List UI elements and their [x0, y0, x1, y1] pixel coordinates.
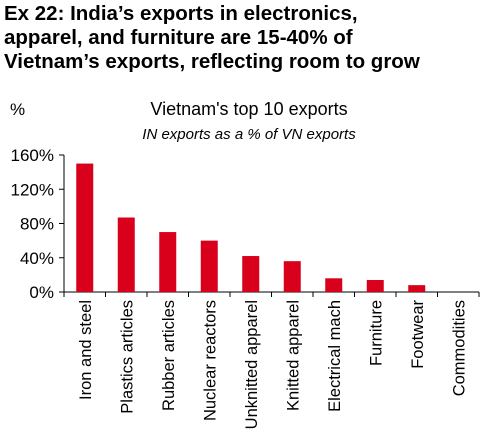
- x-tick-label: Footwear: [409, 299, 427, 368]
- chart-subtitle: IN exports as a % of VN exports: [142, 126, 356, 143]
- bar: [76, 163, 94, 292]
- bar: [325, 278, 343, 292]
- y-tick-label: 0%: [29, 283, 54, 302]
- x-tick-label: Plastics articles: [118, 300, 136, 414]
- bar: [242, 256, 260, 292]
- plot-area: 0% 40% 80% 120% 160% Iron and steel Plastics a…: [11, 146, 480, 429]
- bar: [117, 217, 135, 292]
- x-tick-label: Unknitted apparel: [243, 300, 261, 429]
- headline-line-3: Vietnam’s exports, reflecting room to gr…: [4, 50, 420, 73]
- y-unit-label: %: [10, 100, 25, 119]
- x-tick-label: Nuclear reactors: [201, 300, 219, 421]
- bar: [283, 261, 301, 292]
- headline-line-2: apparel, and furniture are 15-40% of: [4, 26, 353, 49]
- y-tick-label: 40%: [20, 249, 54, 268]
- y-tick-label: 80%: [20, 215, 54, 234]
- chart-title: Vietnam's top 10 exports: [150, 99, 347, 119]
- x-tick-label: Iron and steel: [77, 300, 95, 400]
- bar: [366, 280, 384, 292]
- y-tick-label: 120%: [11, 180, 54, 199]
- bar: [408, 285, 426, 292]
- x-tick-label: Rubber articles: [160, 300, 178, 411]
- x-tick-label: Commodities: [450, 300, 468, 396]
- headline-line-1: Ex 22: India’s exports in electronics,: [4, 2, 358, 25]
- bar: [159, 232, 177, 292]
- x-tick-label: Furniture: [367, 300, 385, 366]
- x-tick-label: Knitted apparel: [284, 300, 302, 411]
- bar: [200, 240, 218, 292]
- x-tick-label: Electrical mach: [326, 300, 344, 412]
- y-tick-label: 160%: [11, 146, 54, 165]
- headline: Ex 22: India’s exports in electronics, a…: [4, 2, 494, 74]
